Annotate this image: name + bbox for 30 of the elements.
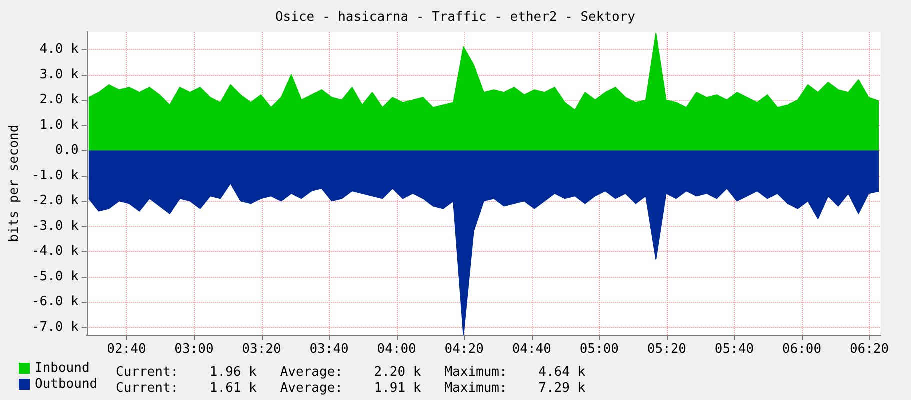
- x-tick-label: 04:20: [444, 342, 484, 357]
- y-tick-label: -3.0 k: [32, 218, 80, 234]
- legend-label: Inbound: [35, 361, 90, 376]
- y-axis-title: bits per second: [7, 124, 22, 242]
- y-tick-label: -5.0 k: [32, 269, 80, 284]
- x-tick-label: 04:00: [377, 342, 416, 357]
- y-tick-label: 2.0 k: [40, 92, 80, 108]
- x-tick-label: 03:40: [310, 342, 349, 357]
- x-tick-label: 03:20: [242, 342, 282, 357]
- y-tick-label: -7.0 k: [32, 320, 80, 335]
- legend-label: Outbound: [35, 377, 98, 392]
- y-tick-label: 3.0 k: [40, 67, 80, 82]
- x-tick-label: 06:00: [782, 342, 822, 357]
- x-tick-label: 06:20: [850, 342, 890, 357]
- text: Current: 1.61 k Average: 1.91 k Maximum: 7.29 k: [116, 381, 586, 396]
- y-tick-label: -6.0 k: [32, 294, 80, 310]
- y-tick-label: 0.0: [55, 143, 79, 158]
- y-tick-label: -1.0 k: [32, 168, 80, 184]
- x-tick-label: 05:40: [714, 342, 754, 357]
- y-tick-label: 1.0 k: [40, 118, 80, 133]
- x-tick-label: 02:40: [107, 342, 146, 357]
- x-tick-label: 05:00: [580, 342, 619, 357]
- chart-title: Osice - hasicarna - Traffic - ether2 - Sektory: [275, 10, 636, 25]
- y-tick-label: 4.0 k: [40, 42, 80, 58]
- y-tick-label: -2.0 k: [32, 194, 80, 209]
- y-tick-label: -4.0 k: [32, 244, 80, 260]
- text: Current: 1.96 k Average: 2.20 k Maximum: 4.64 k: [116, 365, 586, 380]
- x-tick-label: 04:40: [512, 342, 552, 357]
- x-tick-label: 03:00: [174, 342, 214, 357]
- x-tick-label: 05:20: [647, 342, 686, 357]
